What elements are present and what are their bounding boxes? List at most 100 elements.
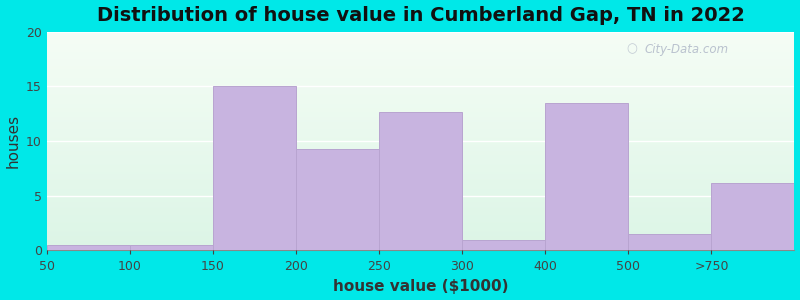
Bar	[47, 207, 794, 208]
Bar	[47, 172, 794, 173]
Bar	[47, 100, 794, 102]
Bar	[47, 68, 794, 69]
Bar	[47, 243, 794, 244]
Bar	[47, 190, 794, 191]
Bar	[47, 93, 794, 94]
Bar	[47, 152, 794, 153]
Bar	[47, 72, 794, 73]
Bar	[47, 217, 794, 218]
Bar	[47, 178, 794, 179]
Bar	[47, 51, 794, 52]
Bar	[47, 82, 794, 83]
Bar	[47, 55, 794, 56]
Bar	[47, 134, 794, 136]
Bar	[47, 70, 794, 71]
Bar	[47, 231, 794, 232]
Bar	[47, 64, 794, 66]
X-axis label: house value ($1000): house value ($1000)	[333, 279, 508, 294]
Bar	[47, 66, 794, 67]
Bar	[47, 230, 794, 231]
Bar	[47, 156, 794, 158]
Bar	[47, 34, 794, 35]
Bar	[47, 136, 794, 137]
Bar	[47, 50, 794, 51]
Bar	[47, 85, 794, 86]
Bar	[47, 117, 794, 118]
Bar	[47, 112, 794, 114]
Bar	[47, 97, 794, 98]
Bar	[47, 128, 794, 129]
Bar	[47, 52, 794, 53]
Text: ○: ○	[626, 43, 637, 56]
Bar	[47, 232, 794, 233]
Bar	[47, 186, 794, 187]
Bar	[47, 209, 794, 210]
Bar	[47, 165, 794, 166]
Bar	[47, 105, 794, 106]
Bar	[47, 189, 794, 190]
Bar	[47, 118, 794, 119]
Bar	[47, 76, 794, 78]
Bar	[47, 224, 794, 225]
Bar	[47, 225, 794, 226]
Bar	[47, 174, 794, 175]
Bar	[47, 197, 794, 198]
Bar	[47, 39, 794, 41]
Bar	[47, 88, 794, 90]
Bar	[47, 169, 794, 171]
Bar	[47, 108, 794, 109]
Bar	[47, 245, 794, 246]
Bar	[47, 205, 794, 206]
Bar	[47, 179, 794, 181]
Bar	[47, 247, 794, 248]
Bar	[47, 164, 794, 165]
Bar	[47, 98, 794, 100]
Bar	[47, 143, 794, 144]
Bar	[47, 182, 794, 183]
Bar	[47, 233, 794, 234]
Bar	[47, 95, 794, 96]
Bar	[47, 158, 794, 159]
Bar	[47, 183, 794, 184]
Bar	[47, 177, 794, 178]
Bar	[47, 223, 794, 224]
Bar	[47, 56, 794, 57]
Bar	[47, 132, 794, 134]
Bar	[47, 63, 794, 64]
Bar	[47, 127, 794, 128]
Bar	[462, 239, 546, 250]
Bar	[47, 168, 794, 169]
Bar	[47, 167, 794, 168]
Bar	[47, 227, 794, 229]
Bar	[47, 35, 794, 36]
Bar	[47, 130, 794, 131]
Bar	[47, 163, 794, 164]
Bar	[47, 44, 794, 45]
Bar	[47, 235, 794, 236]
Bar	[47, 53, 794, 55]
Bar	[47, 245, 130, 250]
Bar	[47, 122, 794, 124]
Bar	[47, 226, 794, 227]
Bar	[47, 109, 794, 110]
Bar	[47, 48, 794, 49]
Bar	[130, 245, 213, 250]
Bar	[47, 202, 794, 203]
Bar	[47, 151, 794, 152]
Bar	[47, 138, 794, 139]
Bar	[47, 181, 794, 182]
Bar	[47, 196, 794, 197]
Bar	[47, 75, 794, 76]
Bar	[47, 246, 794, 247]
Bar	[47, 58, 794, 59]
Bar	[47, 199, 794, 200]
Bar	[47, 173, 794, 174]
Bar	[47, 129, 794, 130]
Bar	[47, 149, 794, 150]
Bar	[47, 141, 794, 142]
Bar	[47, 100, 794, 101]
Bar	[47, 161, 794, 162]
Bar	[47, 203, 794, 205]
Bar	[47, 92, 794, 93]
Bar	[47, 80, 794, 81]
